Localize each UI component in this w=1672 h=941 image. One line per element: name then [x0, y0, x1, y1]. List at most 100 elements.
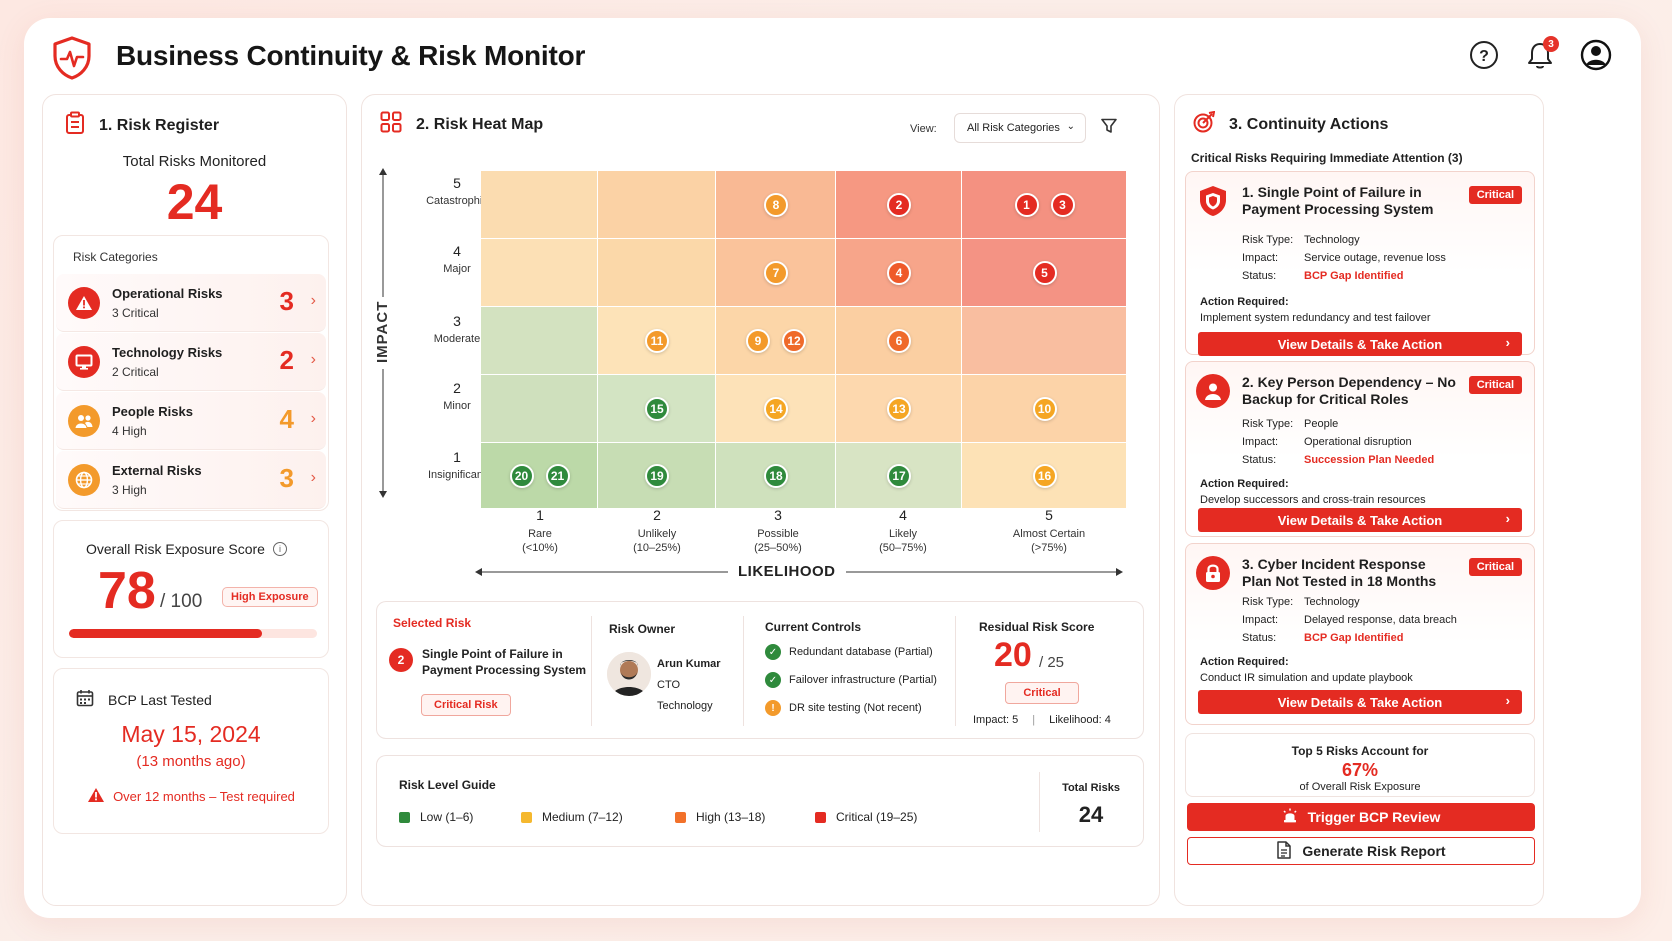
residual-score: 20 [994, 636, 1032, 674]
likelihood-name: Possible [757, 528, 799, 540]
impact-name: Catastrophic [426, 195, 488, 207]
info-icon[interactable]: i [272, 542, 287, 556]
likelihood-range: (50–75%) [879, 542, 927, 554]
likelihood-num: 5 [1045, 507, 1053, 523]
kv-value: Succession Plan Needed [1304, 454, 1435, 466]
likelihood-num: 1 [536, 507, 544, 523]
risk-marker[interactable]: 15 [645, 397, 669, 421]
heat-cell-i5-l5[interactable] [962, 171, 1126, 238]
heat-cell-i5-l1[interactable] [481, 171, 597, 238]
action-required-text: Implement system redundancy and test fai… [1200, 312, 1431, 324]
risk-level-guide: Risk Level Guide Low (1–6) Medium (7–12)… [376, 755, 1144, 847]
warning-icon [68, 287, 100, 319]
risk-marker[interactable]: 19 [645, 464, 669, 488]
heat-cell-i3-l1[interactable] [481, 307, 597, 374]
kv-value: Delayed response, data breach [1304, 614, 1457, 626]
shield-pulse-icon [52, 36, 92, 80]
risk-marker[interactable]: 11 [645, 329, 669, 353]
heat-cell-i2-l1[interactable] [481, 375, 597, 442]
risk-marker[interactable]: 8 [764, 193, 788, 217]
total-risks-value: 24 [1078, 802, 1104, 827]
legend-item-high: High (13–18) [675, 810, 815, 824]
risk-type: Risk Type: Technology [1242, 234, 1360, 246]
likelihood-axis-title: LIKELIHOOD [728, 563, 846, 580]
view-details-button[interactable]: View Details & Take Action › [1198, 332, 1522, 356]
risk-heat-map-panel: 2. Risk Heat Map View: All Risk Categori… [361, 94, 1160, 906]
chevron-right-icon: › [1505, 335, 1510, 350]
risk-marker[interactable]: 5 [1032, 261, 1057, 285]
continuity-header: 3. Continuity Actions [1193, 110, 1388, 138]
risk-categories-title: Risk Categories [73, 250, 158, 264]
notification-badge: 3 [1543, 36, 1559, 52]
exposure-progress-fill [69, 629, 263, 638]
heat-cell-i3-l5[interactable] [962, 307, 1126, 374]
risk-marker[interactable]: 6 [887, 329, 911, 353]
view-details-button[interactable]: View Details & Take Action › [1198, 690, 1522, 714]
impact-level-4: 4 Major [412, 243, 502, 275]
divider [1039, 772, 1040, 832]
risk-marker[interactable]: 17 [887, 464, 911, 488]
residual-likelihood: Likelihood: 4 [1049, 714, 1111, 726]
heat-cell-i4-l1[interactable] [481, 239, 597, 306]
help-icon[interactable]: ? [1467, 38, 1501, 72]
chevron-right-icon: › [310, 292, 316, 309]
category-external[interactable]: External Risks 3 High 3 › [56, 451, 326, 509]
impact-name: Moderate [433, 333, 481, 345]
alarm-icon [1282, 808, 1298, 827]
risk-impact: Impact: Operational disruption [1242, 436, 1412, 448]
action-required-label: Action Required: [1200, 478, 1289, 490]
heat-cell-i4-l2[interactable] [598, 239, 715, 306]
heat-cell-i1-l1[interactable] [481, 443, 597, 508]
chevron-down-icon: ⌄ [1066, 121, 1075, 132]
filter-icon[interactable] [1100, 117, 1118, 140]
risk-marker[interactable]: 13 [887, 397, 911, 421]
view-details-button[interactable]: View Details & Take Action › [1198, 508, 1522, 532]
risk-marker[interactable]: 4 [887, 261, 911, 285]
heat-cell-i5-l2[interactable] [598, 171, 715, 238]
risk-marker[interactable]: 16 [1032, 464, 1057, 488]
risk-marker[interactable]: 21 [545, 464, 570, 488]
impact-level-5: 5 Catastrophic [412, 175, 502, 207]
risk-marker[interactable]: 1 [1014, 193, 1039, 217]
category-operational[interactable]: Operational Risks 3 Critical 3 › [56, 274, 326, 332]
risk-marker[interactable]: 2 [887, 193, 911, 217]
legend-swatch [521, 811, 532, 823]
control-item: ! DR site testing (Not recent) [765, 700, 922, 716]
bell-icon[interactable]: 3 [1523, 36, 1559, 72]
risk-marker[interactable]: 20 [509, 464, 534, 488]
control-item: ✓ Failover infrastructure (Partial) [765, 672, 937, 688]
risk-marker[interactable]: 18 [764, 464, 788, 488]
critical-badge: Critical [1468, 376, 1522, 394]
action-required-label: Action Required: [1200, 656, 1289, 668]
risk-marker[interactable]: 3 [1050, 193, 1075, 217]
svg-text:?: ? [1479, 48, 1489, 65]
view-category-select[interactable]: All Risk Categories ⌄ [954, 113, 1086, 143]
impact-level-2: 2 Minor [412, 380, 502, 412]
continuity-actions-panel: 3. Continuity Actions Critical Risks Req… [1174, 94, 1544, 906]
risk-marker[interactable]: 7 [764, 261, 788, 285]
category-count: 3 [279, 286, 294, 316]
user-icon[interactable] [1579, 38, 1613, 72]
selected-risk-name: Single Point of Failure in Payment Proce… [422, 647, 587, 677]
risk-marker[interactable]: 12 [782, 329, 806, 353]
warning-icon [87, 787, 105, 806]
category-people[interactable]: People Risks 4 High 4 › [56, 392, 326, 450]
risk-exposure-card: Overall Risk Exposure Score i 78 / 100 H… [53, 520, 329, 658]
heat-cell-i3-l3[interactable] [716, 307, 835, 374]
category-technology[interactable]: Technology Risks 2 Critical 2 › [56, 333, 326, 391]
category-name: External Risks [112, 463, 202, 478]
residual-max: / 25 [1039, 654, 1065, 671]
action-required-text: Conduct IR simulation and update playboo… [1200, 672, 1413, 684]
risk-marker[interactable]: 9 [746, 329, 770, 353]
bcp-date: May 15, 2024 [121, 721, 261, 747]
kv-key: Risk Type: [1242, 418, 1294, 430]
risk-marker[interactable]: 10 [1032, 397, 1057, 421]
shield-icon [1196, 184, 1230, 218]
action-card: 1. Single Point of Failure in Payment Pr… [1185, 171, 1535, 356]
generate-risk-report-button[interactable]: Generate Risk Report [1187, 837, 1535, 865]
likelihood-name: Unlikely [637, 528, 677, 540]
likelihood-num: 4 [899, 507, 907, 523]
control-item: ✓ Redundant database (Partial) [765, 644, 933, 660]
trigger-bcp-review-button[interactable]: Trigger BCP Review [1187, 803, 1535, 831]
risk-marker[interactable]: 14 [764, 397, 788, 421]
